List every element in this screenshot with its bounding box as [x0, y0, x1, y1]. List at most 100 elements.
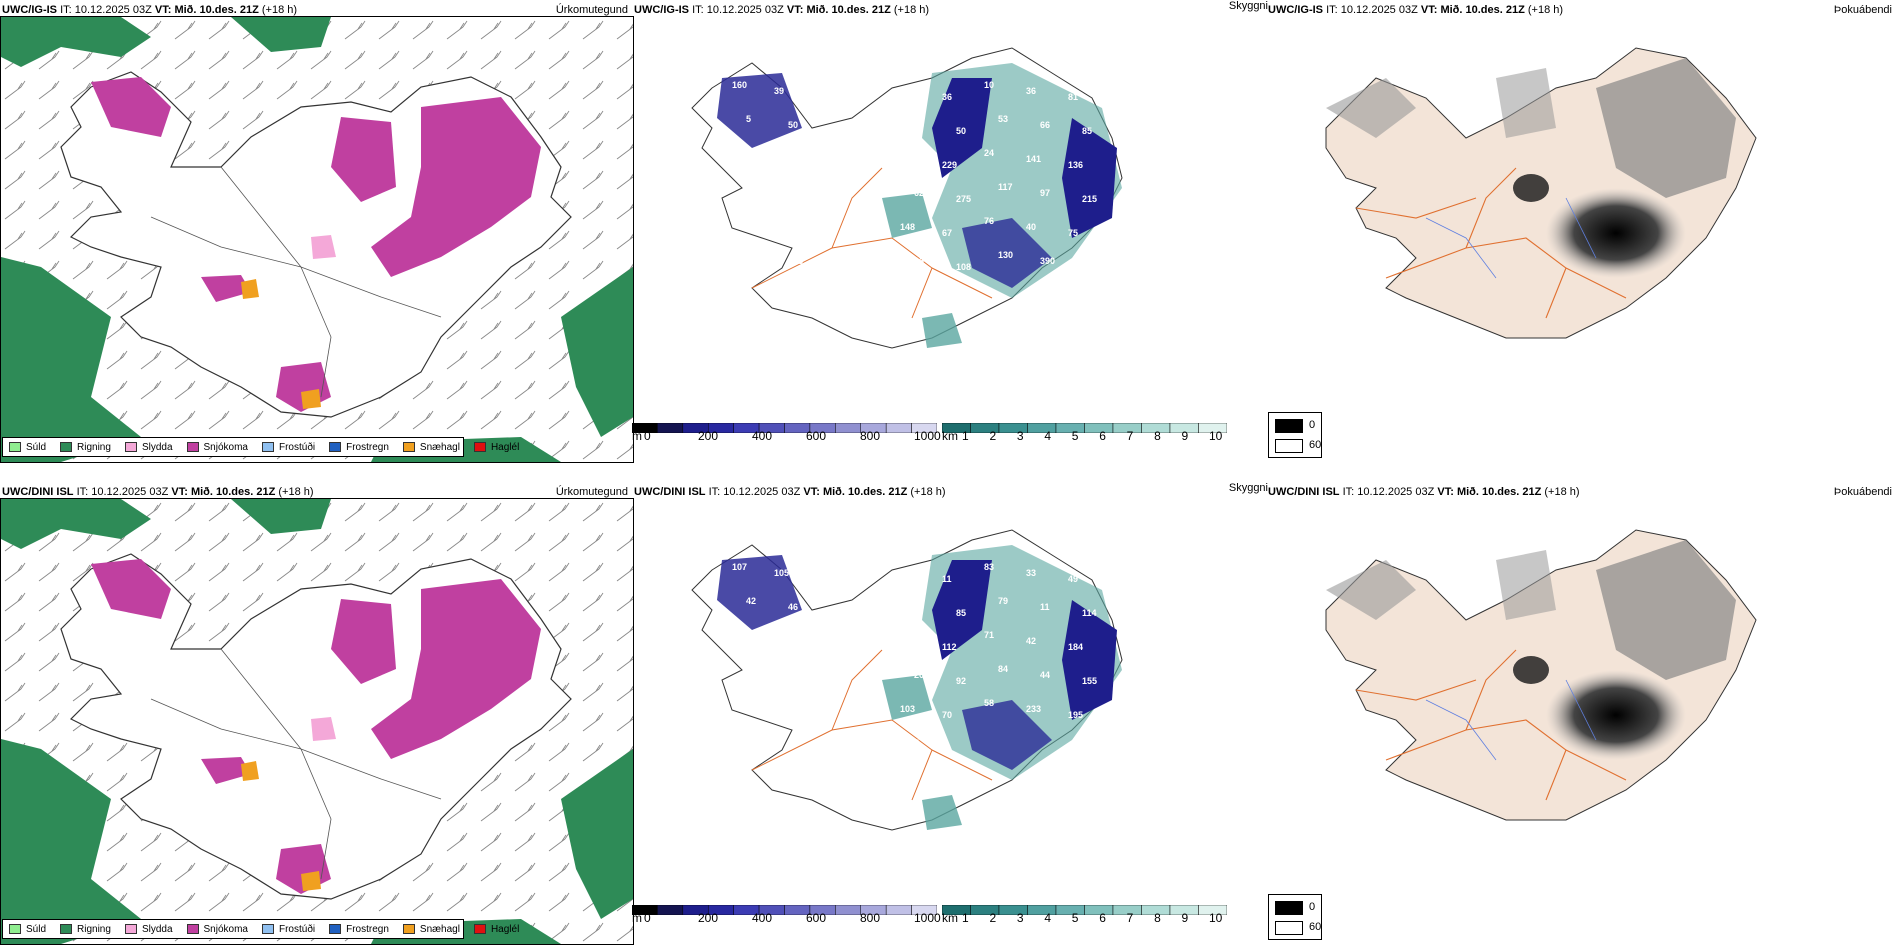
rain-area — [561, 749, 633, 919]
legend-label: Frostregn — [346, 441, 389, 453]
low-vis-area — [717, 73, 802, 148]
legend-label: Frostúði — [278, 441, 316, 453]
vis-value-label: 195 — [1068, 710, 1083, 720]
snow-area — [91, 77, 171, 137]
snow-pellet-area — [301, 871, 321, 891]
panel-title-visibility: Skyggni — [1228, 482, 1268, 494]
fog-high-label: 0 — [1309, 419, 1316, 431]
fog-legend: 0 60 — [1268, 412, 1322, 458]
colorbar-tick: 3 — [1016, 429, 1024, 443]
vis-value-label: 46 — [788, 602, 798, 612]
rain-area — [231, 499, 331, 534]
rain-area — [231, 17, 331, 52]
vis-value-label: 47 — [816, 574, 826, 584]
vis-value-label: 130 — [998, 250, 1013, 260]
vis-value-label: 83 — [984, 562, 994, 572]
vt-label: VT: — [1437, 486, 1454, 498]
low-vis-area — [962, 218, 1052, 288]
vis-value-label: 10 — [984, 80, 994, 90]
vis-value-label: 76 — [774, 222, 784, 232]
legend-item-snæhagl: Snæhagl — [402, 923, 460, 935]
colorbar-tick: 600 — [806, 911, 827, 925]
fog-area — [1326, 78, 1416, 138]
vis-value-label: 117 — [998, 182, 1013, 192]
fog-area — [1596, 58, 1736, 198]
fog-low-swatch — [1275, 439, 1303, 453]
colorbar-unit: km — [942, 429, 958, 443]
vis-value-label: 42 — [746, 596, 756, 606]
vt-value: Mið. 10.des. 21Z — [822, 486, 908, 498]
vt-value: Mið. 10.des. 21Z — [1456, 486, 1542, 498]
vis-value-label: 194 — [858, 148, 873, 158]
it-label: IT: — [708, 486, 721, 498]
vis-value-label: 107 — [858, 698, 873, 708]
fog-low-label: 60 — [1309, 921, 1322, 933]
fog-low-label: 60 — [1309, 439, 1322, 451]
legend-label: Snæhagl — [419, 923, 460, 935]
panel-header: UWC/DINI ISL IT: 10.12.2025 03Z VT: Mið.… — [634, 486, 946, 499]
fog-high-swatch — [1275, 901, 1303, 915]
legend-swatch — [124, 442, 137, 452]
fog-legend: 0 60 — [1268, 894, 1322, 940]
precip-legend: Súld Rigning Slydda Snjókoma Frostúði Frostre… — [2, 919, 519, 939]
low-vis-area — [1062, 118, 1117, 238]
colorbar-tick: 3 — [1016, 911, 1024, 925]
vis-value-label: 390 — [1040, 256, 1055, 266]
model-name: UWC/IG-IS — [1268, 4, 1323, 16]
roads — [1355, 167, 1627, 319]
colorbar-tick: 9 — [1181, 429, 1189, 443]
vis-teal-area — [882, 193, 932, 238]
vis-value-label: 38 — [900, 636, 910, 646]
fog-low-swatch — [1275, 921, 1303, 935]
rivers — [1425, 679, 1597, 761]
vis-value-label: 81 — [1068, 92, 1078, 102]
model-name: UWC/DINI ISL — [1268, 486, 1340, 498]
visibility-map: 107 105 47 79 71 11 83 33 49 42 46 54 54 46 85 79 11 114 1… — [691, 529, 1123, 831]
vis-value-label: 36 — [1026, 86, 1036, 96]
colorbar-tick: 200 — [698, 911, 719, 925]
vis-value-label: 62 — [914, 188, 924, 198]
colorbar-distance-labels: km 1 2 3 4 5 6 7 8 9 10 — [942, 429, 1227, 443]
vis-value-label: 72 — [788, 738, 798, 748]
roads — [150, 648, 442, 880]
colorbar-tick: 5 — [1071, 429, 1079, 443]
legend-label: Haglél — [490, 923, 520, 935]
legend-label: Snæhagl — [419, 441, 460, 453]
vis-value-label: 79 — [858, 562, 868, 572]
vt-label: VT: — [171, 486, 188, 498]
vis-value-label: 75 — [1068, 228, 1078, 238]
vis-value-label: 60 — [732, 148, 742, 158]
fog-area — [1326, 560, 1416, 620]
model-name: UWC/DINI ISL — [634, 486, 706, 498]
vis-value-label: 71 — [900, 568, 910, 578]
vis-value-label: 136 — [1068, 160, 1083, 170]
colorbar-tick: 400 — [752, 911, 773, 925]
vis-value-label: 54 — [872, 596, 882, 606]
panel-header: UWC/DINI ISL IT: 10.12.2025 03Z VT: Mið.… — [2, 486, 314, 499]
vis-value-label: 215 — [816, 160, 831, 170]
vis-value-label: 44 — [1040, 670, 1050, 680]
legend-swatch — [473, 924, 486, 934]
colorbar-tick: 2 — [989, 911, 997, 925]
vis-value-label: 205 — [914, 670, 929, 680]
model-name: UWC/IG-IS — [634, 4, 689, 16]
fog-area — [1496, 550, 1556, 620]
vis-value-label: 67 — [942, 228, 952, 238]
colorbar-tick: 4 — [1044, 911, 1052, 925]
colorbar-tick: 1 — [962, 911, 969, 925]
legend-label: Haglél — [490, 441, 520, 453]
vis-value-label: 161 — [816, 642, 831, 652]
lead-time: (+18 h) — [893, 4, 930, 16]
fog-map — [1325, 529, 1757, 821]
it-value: 10.12.2025 03Z — [74, 4, 152, 16]
colorbar-tick: 1 — [962, 429, 969, 443]
vis-value-label: 47 — [830, 194, 840, 204]
dense-fog-area — [1546, 670, 1686, 760]
vis-value-label: 39 — [774, 86, 784, 96]
colorbar-tick: 7 — [1126, 911, 1134, 925]
colorbar-unit: m — [632, 911, 642, 925]
vt-label: VT: — [786, 4, 804, 16]
legend-swatch — [402, 442, 415, 452]
vis-value-label: 215 — [1082, 194, 1097, 204]
legend-label: Slydda — [141, 923, 173, 935]
